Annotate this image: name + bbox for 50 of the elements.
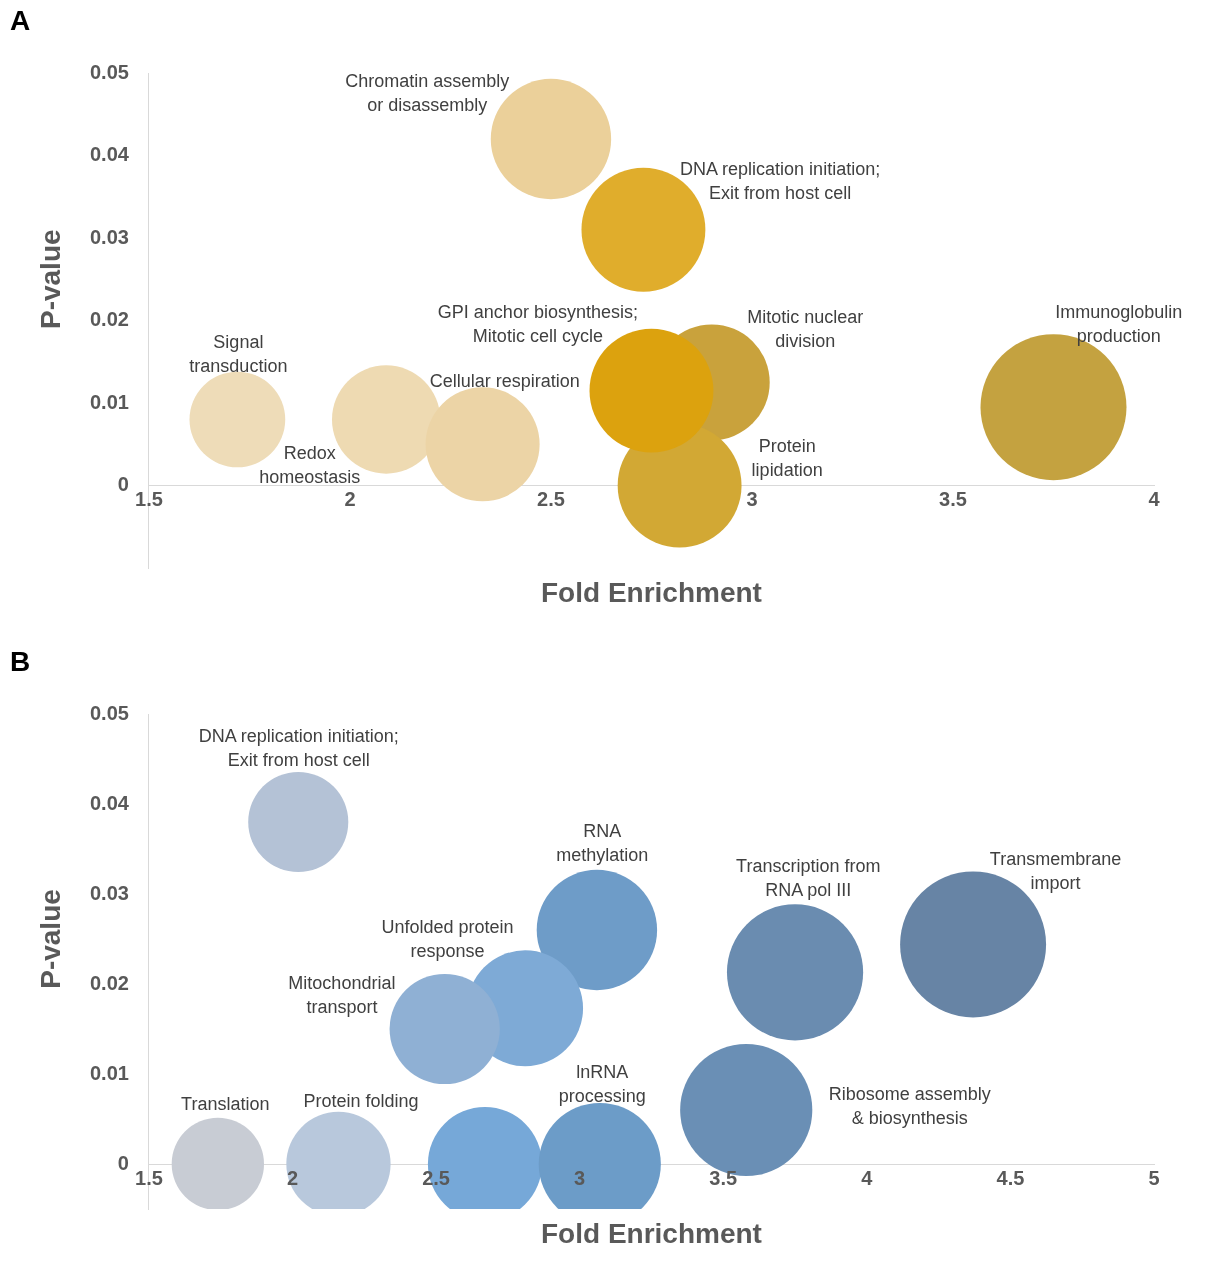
y-tick-label: 0.03	[89, 881, 129, 904]
annotation: Transcription from RNA pol III	[736, 856, 881, 901]
y-tick-label: 0.01	[89, 1061, 129, 1084]
x-tick-label: 3.5	[939, 488, 967, 511]
y-tick-label: 0.04	[89, 143, 130, 166]
x-tick-label: 3	[746, 488, 758, 511]
x-tick-label: 1.5	[135, 1166, 163, 1189]
x-tick-label: 4	[861, 1166, 874, 1189]
annotation: RNA methylation	[556, 821, 649, 866]
y-tick-label: 0	[117, 473, 129, 496]
annotation: Unfolded protein response	[381, 917, 514, 962]
annotation: Cellular respiration	[429, 370, 580, 391]
x-tick-label: 4.5	[996, 1166, 1025, 1189]
y-tick-label: 0.05	[89, 701, 129, 724]
y-axis-title: P-value	[34, 229, 66, 330]
x-tick-label: 4	[1148, 488, 1161, 511]
chart-title: A	[10, 4, 31, 36]
x-tick-label: 2.5	[537, 488, 565, 511]
x-tick-label: 5	[1148, 1166, 1160, 1189]
annotation: Translation	[181, 1093, 270, 1114]
annotation: lnRNA processing	[558, 1062, 646, 1107]
y-tick-label: 0.05	[89, 60, 129, 83]
y-tick-label: 0.02	[89, 971, 129, 994]
annotation: Immunoglobulin production	[1055, 302, 1183, 347]
annotation: DNA replication initiation; Exit from host cell	[680, 158, 881, 203]
y-axis-title: P-value	[34, 889, 66, 989]
y-tick-label: 0	[117, 1151, 129, 1174]
x-tick-label: 3.5	[709, 1166, 738, 1189]
y-tick-label: 0.04	[89, 791, 130, 814]
x-axis-title: Fold Enrichment	[541, 1217, 762, 1249]
annotation: Protein lipidation	[751, 436, 823, 481]
chart-title: B	[10, 645, 31, 677]
annotation: Signal transduction	[189, 332, 288, 377]
annotation: Mitotic nuclear division	[747, 306, 864, 351]
x-tick-label: 1.5	[135, 488, 163, 511]
annotation: Ribosome assembly & biosynthesis	[828, 1083, 991, 1128]
y-tick-label: 0.01	[89, 390, 129, 413]
annotation: Protein folding	[303, 1090, 419, 1111]
annotation: Chromatin assembly or disassembly	[345, 70, 510, 115]
annotation: Redox homeostasis	[259, 443, 361, 487]
annotation: Mitochondrial transport	[288, 973, 396, 1018]
x-tick-label: 3	[574, 1166, 586, 1189]
x-tick-label: 2	[286, 1166, 299, 1189]
y-tick-label: 0.02	[89, 308, 129, 331]
annotation: GPI anchor biosynthesis; Mitotic cell cycle	[437, 302, 638, 347]
x-tick-label: 2	[344, 488, 356, 511]
annotation: Transmembrane import	[989, 848, 1122, 893]
x-axis-title: Fold Enrichment	[541, 576, 762, 608]
annotation: DNA replication initiation; Exit from host cell	[198, 726, 399, 771]
y-tick-label: 0.03	[89, 225, 129, 248]
